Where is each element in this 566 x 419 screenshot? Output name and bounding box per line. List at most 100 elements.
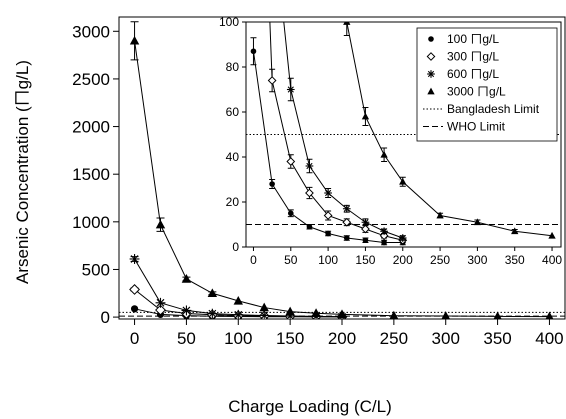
legend-marker-2: [427, 70, 435, 78]
inset-y-tick-label: 80: [226, 60, 240, 74]
main-data-point: [207, 288, 218, 297]
inset-data-point: [325, 230, 331, 237]
inset-data-point: [343, 22, 351, 25]
inset-data-point: [287, 210, 294, 217]
main-data-point: [181, 274, 192, 283]
main-data-point: [129, 35, 140, 45]
main-y-tick-label: 2500: [72, 70, 110, 89]
inset-data-point: [511, 227, 519, 235]
inset-data-point: [342, 217, 352, 227]
inset-x-tick-label: 350: [505, 253, 525, 267]
legend-entry-label: 300 ㄇg/L: [447, 50, 499, 64]
main-data-point: [207, 308, 218, 319]
legend-entry-label: 3000 ㄇg/L: [447, 85, 506, 99]
main-y-tick-label: 3000: [72, 22, 110, 41]
main-data-point: [129, 254, 140, 264]
main-y-tick-label: 1000: [72, 213, 110, 232]
inset-data-point: [473, 218, 482, 226]
inset-x-tick-label: 250: [430, 253, 450, 267]
main-data-point: [259, 302, 269, 312]
inset-data-point: [548, 231, 556, 239]
main-data-point: [389, 310, 399, 319]
main-data-point: [493, 311, 502, 319]
legend-entry-label: WHO Limit: [447, 120, 506, 134]
inset-data-point: [323, 211, 333, 220]
main-data-point: [285, 306, 295, 316]
legend-marker-3: [427, 87, 435, 95]
inset-data-point: [305, 188, 314, 198]
main-y-tick-label: 2000: [72, 118, 110, 137]
inset-data-point: [381, 239, 387, 246]
main-x-tick-label: 150: [276, 329, 304, 348]
main-data-point: [441, 311, 451, 319]
inset-y-tick-label: 0: [232, 240, 239, 254]
inset-data-point: [380, 227, 388, 236]
inset-data-point: [361, 224, 370, 234]
legend-entry-label: Bangladesh Limit: [447, 102, 540, 116]
main-x-tick-label: 0: [130, 329, 139, 348]
main-data-point: [337, 309, 347, 319]
inset-x-tick-label: 150: [355, 253, 375, 267]
inset-x-tick-label: 300: [467, 253, 487, 267]
main-data-point: [311, 308, 321, 317]
main-data-point: [259, 310, 270, 319]
main-data-point: [130, 305, 139, 313]
inset-data-point: [306, 223, 313, 230]
main-data-point: [155, 304, 166, 316]
main-x-tick-label: 200: [328, 329, 356, 348]
main-x-tick-label: 400: [535, 329, 563, 348]
inset-x-tick-label: 0: [250, 253, 257, 267]
main-data-point: [181, 305, 192, 316]
inset-y-tick-label: 60: [226, 105, 240, 119]
inset-data-point: [342, 204, 351, 213]
main-x-tick-label: 350: [483, 329, 511, 348]
inset-data-point: [267, 76, 277, 85]
legend-entry-label: 600 ㄇg/L: [447, 67, 499, 81]
main-data-point: [233, 309, 244, 319]
inset-data-point: [436, 211, 444, 219]
legend-entry-label: 100 ㄇg/L: [447, 32, 499, 46]
inset-data-point: [362, 237, 369, 244]
main-data-point: [129, 284, 140, 295]
main-x-tick-label: 300: [432, 329, 460, 348]
main-data-point: [233, 295, 243, 305]
y-axis-title: Arsenic Concentration (ㄇg/L): [13, 60, 32, 284]
main-y-tick-label: 1500: [72, 165, 110, 184]
main-x-tick-label: 50: [177, 329, 196, 348]
main-x-tick-label: 100: [224, 329, 252, 348]
inset-plot: 0 50 100 150 200 250 300 350 400 0 20 40 60 80 100 100 …: [219, 15, 562, 267]
legend-marker-0: [428, 36, 434, 42]
legend: 100 ㄇg/L 300 ㄇg/L 600 ㄇg/L 3000 ㄇg/L Banglad…: [416, 27, 558, 142]
inset-x-tick-label: 200: [393, 253, 413, 267]
main-y-tick-label: 500: [82, 260, 110, 279]
inset-x-tick-label: 400: [542, 253, 562, 267]
inset-data-point: [361, 218, 370, 227]
inset-data-point: [343, 235, 350, 241]
main-data-point: [155, 219, 166, 229]
main-y-tick-label: 0: [101, 308, 110, 327]
inset-data-point: [286, 157, 296, 166]
legend-marker-1: [426, 52, 436, 61]
inset-data-point: [398, 234, 407, 242]
inset-data-point: [250, 48, 257, 55]
inset-y-tick-label: 40: [226, 150, 240, 164]
inset-x-tick-label: 50: [284, 253, 298, 267]
inset-data-point: [305, 162, 314, 170]
main-plot-area: [119, 21, 565, 319]
legend-box: [416, 27, 558, 142]
inset-data-point: [380, 150, 388, 158]
inset-error-bar: [343, 22, 350, 36]
main-data-point: [545, 311, 554, 319]
inset-y-tick-label: 100: [219, 15, 239, 29]
main-data-point: [155, 297, 166, 308]
inset-y-tick-label: 20: [226, 195, 240, 209]
inset-plot-area: [246, 22, 561, 246]
inset-data-point: [269, 181, 275, 187]
inset-data-point: [286, 85, 295, 94]
inset-x-tick-label: 100: [318, 253, 338, 267]
main-x-tick-label: 250: [380, 329, 408, 348]
x-axis-title: Charge Loading (C/L): [228, 397, 391, 416]
inset-data-point: [399, 177, 407, 185]
inset-data-point: [361, 112, 370, 120]
